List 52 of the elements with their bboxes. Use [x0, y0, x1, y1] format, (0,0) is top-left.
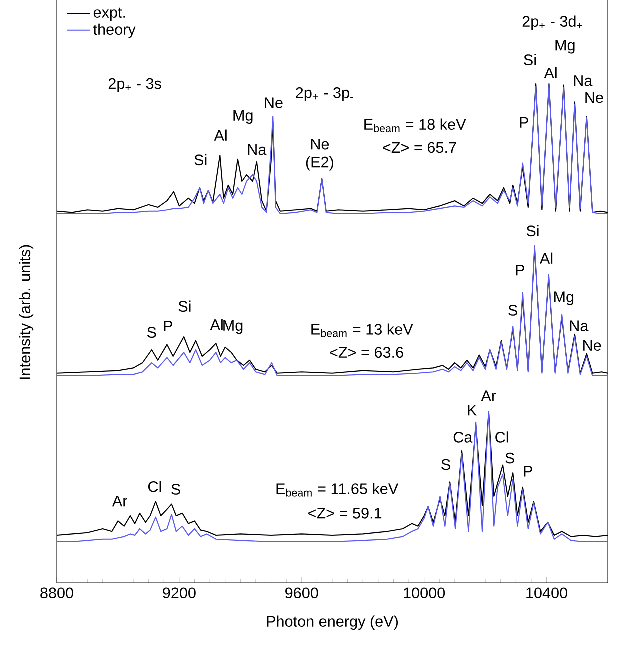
annotation: S — [508, 305, 518, 316]
annotation: S — [506, 452, 514, 464]
annotation: Ne — [586, 92, 604, 104]
annotation: E$_{beam}$ = 13 keV — [312, 324, 414, 338]
annotation: Al — [210, 319, 223, 330]
annotation: Na — [574, 76, 593, 86]
annotation: E$_{beam}$ = 11.65 keV — [276, 483, 399, 497]
x-tick-label: 9200 — [163, 588, 196, 599]
annotation: Mg — [234, 110, 253, 124]
annotation: Mg — [554, 292, 574, 306]
annotation: 2p$_{+}$ - 3s — [108, 78, 162, 92]
annotation: S — [172, 484, 180, 495]
x-tick-label: 10400 — [526, 588, 568, 599]
annotation: Ne (E2) — [306, 139, 334, 171]
annotation: P — [516, 265, 524, 276]
annotation: K — [468, 405, 478, 416]
annotation: Ne — [265, 98, 283, 108]
text: Ar — [481, 390, 496, 402]
annotation: Cl — [496, 432, 508, 443]
x-axis-title: Photon energy (eV) — [267, 616, 398, 630]
annotation: Ar — [112, 496, 128, 507]
x-tick-label: 8800 — [40, 588, 74, 599]
annotation: <Z> = 59.1 — [308, 508, 382, 519]
x-tick-label: 9600 — [286, 588, 318, 599]
annotation: Ne — [584, 340, 602, 351]
annotation: Ca — [454, 432, 473, 443]
text: Mg — [556, 40, 575, 54]
y-axis-title: Intensity (arb. units) — [19, 245, 34, 380]
annotation: S — [442, 459, 450, 470]
annotation: P — [164, 320, 172, 332]
annotation: 2p$_{+}$ - 3p$_{-}$ — [296, 87, 354, 102]
annotation: Al — [214, 130, 227, 141]
annotation: E$_{beam}$ = 18 keV — [364, 118, 466, 132]
annotation: Cl — [148, 481, 162, 492]
text: Si — [524, 54, 536, 66]
annotation: P — [520, 117, 528, 128]
annotation: P — [524, 466, 532, 477]
legend-label: expt. — [94, 8, 126, 21]
annotation: <Z> = 63.6 — [330, 347, 404, 358]
x-tick-label: 10000 — [404, 588, 446, 599]
text: Al — [544, 67, 557, 79]
annotation: Mg — [224, 320, 243, 334]
legend-label: theory — [94, 24, 136, 38]
annotation: Si — [178, 300, 191, 312]
annotation: S — [147, 327, 156, 338]
annotation: Na — [248, 144, 267, 156]
annotation: Al — [540, 252, 553, 264]
text: Si — [526, 225, 539, 237]
annotation: <Z> = 65.7 — [383, 142, 456, 154]
annotation: Si — [194, 154, 207, 166]
text: 2p$_{+}$ - 3d$_{+}$ — [522, 16, 582, 30]
annotation: Na — [570, 320, 589, 332]
